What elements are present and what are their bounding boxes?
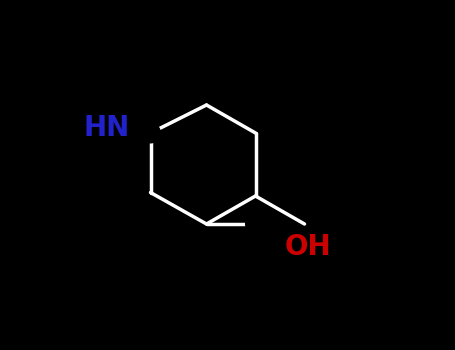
Text: OH: OH [285,233,331,261]
Text: HN: HN [84,114,130,142]
Circle shape [141,123,160,143]
Circle shape [246,214,265,234]
